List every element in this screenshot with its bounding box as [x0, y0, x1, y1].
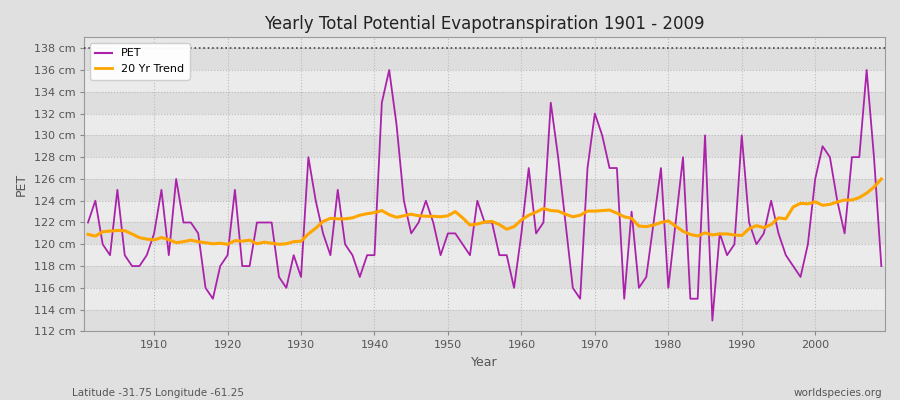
Bar	[85, 48, 885, 70]
Bar	[85, 135, 885, 157]
Bar	[85, 310, 885, 332]
Bar	[85, 70, 885, 92]
Legend: PET, 20 Yr Trend: PET, 20 Yr Trend	[90, 43, 190, 80]
Bar	[85, 244, 885, 266]
Bar	[85, 266, 885, 288]
Title: Yearly Total Potential Evapotranspiration 1901 - 2009: Yearly Total Potential Evapotranspiratio…	[265, 15, 705, 33]
Bar	[85, 222, 885, 244]
Y-axis label: PET: PET	[15, 173, 28, 196]
Bar	[85, 114, 885, 135]
Bar	[85, 201, 885, 222]
Bar	[85, 157, 885, 179]
Bar	[85, 92, 885, 114]
Bar	[85, 179, 885, 201]
X-axis label: Year: Year	[472, 356, 498, 369]
Bar	[85, 288, 885, 310]
Text: worldspecies.org: worldspecies.org	[794, 388, 882, 398]
Text: Latitude -31.75 Longitude -61.25: Latitude -31.75 Longitude -61.25	[72, 388, 244, 398]
